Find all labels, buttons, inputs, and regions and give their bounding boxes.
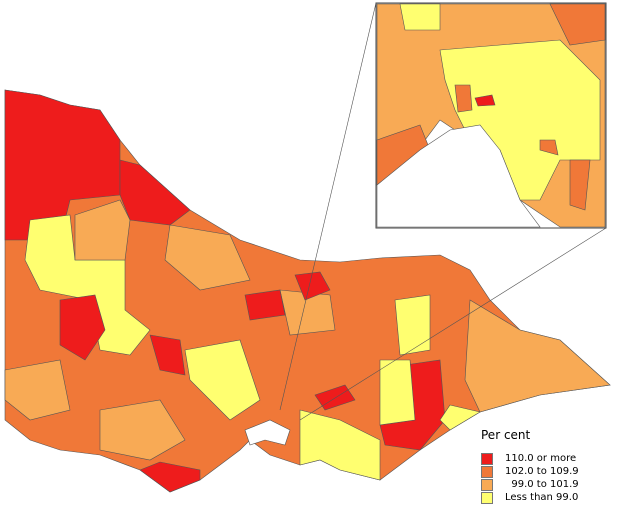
region-west-red — [59, 294, 106, 361]
legend-item: 102.0 to 109.9 — [481, 465, 579, 478]
legend-label: 110.0 or more — [505, 453, 577, 464]
region-lightorange-1 — [74, 199, 131, 261]
region-red-east — [314, 384, 356, 411]
legend-item: Less than 99.0 — [481, 491, 579, 504]
region-yellow-centre — [184, 339, 261, 421]
region-lightorange-3 — [4, 359, 71, 421]
region-yellow-lower — [439, 404, 481, 431]
region-red-southwest — [139, 461, 201, 493]
inset-map — [375, 2, 607, 229]
region-yellow-ne — [394, 294, 431, 356]
legend-label: Less than 99.0 — [505, 492, 579, 503]
region-lightorange-2 — [164, 224, 251, 291]
legend-item: 110.0 or more — [481, 452, 579, 465]
legend-swatch — [481, 452, 493, 465]
region-lightorange-5 — [464, 299, 611, 413]
region-red-ne2 — [294, 271, 331, 301]
port-phillip-bay — [244, 419, 291, 446]
legend-label: 102.0 to 109.9 — [505, 466, 579, 477]
legend-label: 99.0 to 101.9 — [505, 479, 579, 490]
region-lightorange-4 — [99, 399, 186, 461]
inset-leader-line — [279, 2, 377, 411]
legend-swatch — [481, 465, 493, 478]
region-yellow-east — [379, 359, 416, 426]
legend-item: 99.0 to 101.9 — [481, 478, 579, 491]
region-north — [119, 159, 191, 226]
legend: Per cent 110.0 or more 102.0 to 109.9 99… — [481, 428, 579, 504]
region-west-yellow — [24, 214, 151, 356]
legend-swatch — [481, 491, 493, 504]
legend-swatch — [481, 478, 493, 491]
region-red-central — [149, 334, 186, 376]
region-yellow-south — [299, 409, 381, 481]
legend-title: Per cent — [481, 428, 531, 442]
inset-leader-line — [299, 227, 607, 421]
region-red-ne1 — [244, 289, 286, 321]
